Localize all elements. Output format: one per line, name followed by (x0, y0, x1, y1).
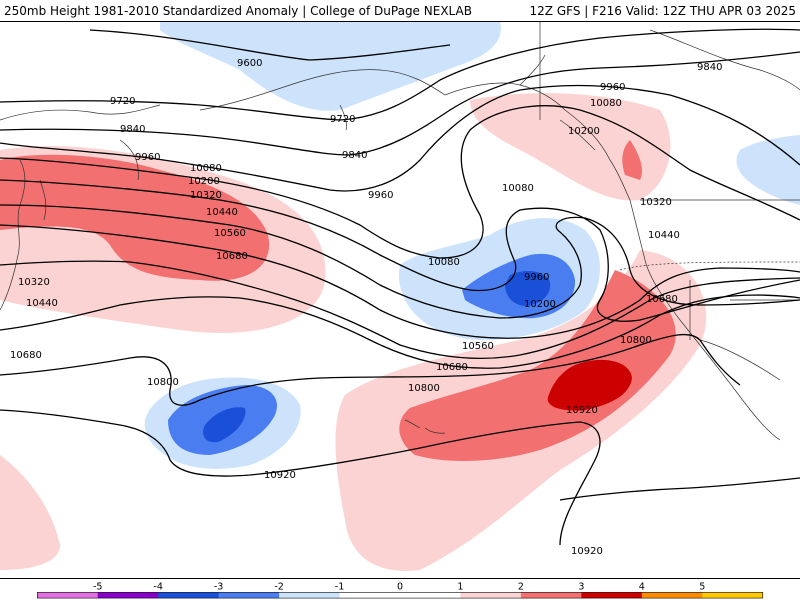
colorbar-tick-label: 4 (639, 582, 645, 593)
positive-anomaly-strong (547, 359, 632, 411)
contour-label: 10200 (568, 126, 600, 137)
contour-label: 10080 (502, 183, 534, 194)
negative-anomaly-strong (203, 270, 551, 443)
contour-label: 10800 (620, 335, 652, 346)
colorbar-segment (218, 592, 280, 599)
colorbar-ticks: -5 -4 -3 -2 -1 0 1 2 3 4 5 (93, 582, 705, 593)
colorbar-segment (641, 592, 703, 599)
contour-label: 10680 (10, 350, 42, 361)
contour-label: 10080 (590, 98, 622, 109)
weather-map: 9600 9720 9720 9840 9840 9840 9960 9960 … (0, 22, 800, 578)
colorbar-segment (158, 592, 220, 599)
contour-label: 9960 (135, 152, 160, 163)
colorbar-tick-label: -1 (335, 582, 345, 593)
contour-label: 10080 (190, 163, 222, 174)
colorbar-outline (36, 592, 764, 599)
contour-label: 10440 (206, 207, 238, 218)
colorbar-tick-label: 0 (397, 582, 403, 593)
contour-label: 10320 (640, 197, 672, 208)
contour-label: 10800 (147, 377, 179, 388)
contour-label: 10320 (190, 190, 222, 201)
contour-label: 9960 (368, 190, 393, 201)
colorbar-segment (400, 592, 461, 599)
colorbar-tick-label: -2 (274, 582, 284, 593)
contour-label: 9960 (524, 272, 549, 283)
contour-label: 10800 (408, 383, 440, 394)
colorbar-segment (37, 592, 99, 599)
contour-label: 10560 (462, 341, 494, 352)
colorbar-tick-label: -3 (214, 582, 224, 593)
coastlines (0, 22, 800, 441)
contour-label: 10200 (188, 176, 220, 187)
map-header: 250mb Height 1981-2010 Standardized Anom… (0, 0, 800, 22)
contour-label: 10200 (524, 299, 556, 310)
contour-label: 10680 (216, 251, 248, 262)
colorbar-segment (97, 592, 159, 599)
anomaly-colorbar: -5 -4 -3 -2 -1 0 1 2 3 4 5 (0, 578, 800, 600)
colorbar-segments (36, 592, 764, 599)
contour-label: 10440 (26, 298, 58, 309)
contour-label: 9720 (330, 114, 355, 125)
contour-labels: 9600 9720 9720 9840 9840 9840 9960 9960 … (10, 58, 722, 557)
contour-label: 10680 (436, 362, 468, 373)
contour-label: 9840 (120, 124, 145, 135)
colorbar-segment (520, 592, 582, 599)
contour-label: 10320 (18, 277, 50, 288)
contour-label: 10080 (428, 257, 460, 268)
model-run-info: 12Z GFS | F216 Valid: 12Z THU APR 03 202… (529, 4, 796, 18)
colorbar-segment (279, 592, 341, 599)
colorbar-tick-label: -4 (153, 582, 163, 593)
colorbar-tick-label: 1 (457, 582, 463, 593)
map-title: 250mb Height 1981-2010 Standardized Anom… (4, 4, 472, 18)
contour-label: 10560 (214, 228, 246, 239)
colorbar-tick-label: 5 (699, 582, 705, 593)
contour-label: 9600 (237, 58, 262, 69)
colorbar-tick-label: 2 (518, 582, 524, 593)
contour-label: 9960 (600, 82, 625, 93)
colorbar-segment (581, 592, 643, 599)
contour-label: 10920 (264, 470, 296, 481)
contour-label: 9840 (697, 62, 722, 73)
contour-label: 10920 (571, 546, 603, 557)
colorbar-tick-label: -5 (93, 582, 103, 593)
colorbar-segment (339, 592, 401, 599)
contour-label: 10440 (648, 230, 680, 241)
colorbar-segment (702, 592, 764, 599)
contour-label: 10680 (646, 294, 678, 305)
contour-label: 9840 (342, 150, 367, 161)
contour-label: 9720 (110, 96, 135, 107)
colorbar-segment (460, 592, 522, 599)
contour-label: 10920 (566, 405, 598, 416)
colorbar-tick-label: 3 (578, 582, 584, 593)
height-contours (0, 28, 800, 546)
